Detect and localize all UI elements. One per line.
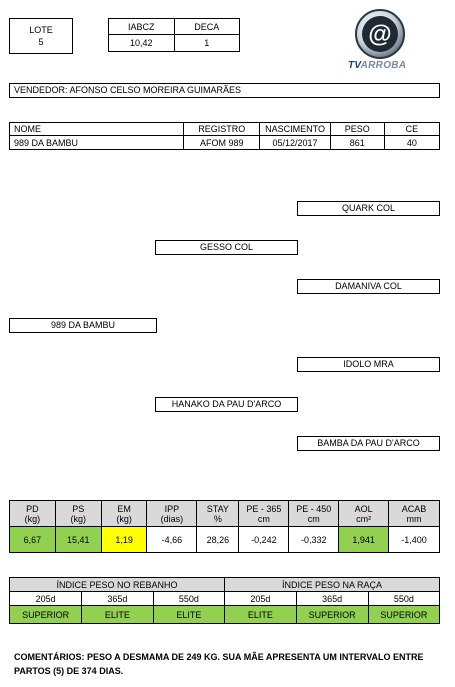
index-herd-title: ÍNDICE PESO NO REBANHO bbox=[8, 577, 226, 592]
index-value: SUPERIOR bbox=[367, 605, 441, 624]
tvarroba-logo: @ TVARROBA bbox=[340, 8, 418, 76]
iabcz-header: IABCZ bbox=[108, 18, 175, 35]
index-period: 365d bbox=[81, 591, 154, 606]
deps-table: PD (kg) PS (kg) EM (kg) IPP (dias) STAY% PE … bbox=[9, 500, 440, 553]
index-value: ELITE bbox=[224, 605, 297, 624]
dep-header: PE - 365 cm bbox=[238, 500, 290, 527]
animal-registro: AFOM 989 bbox=[183, 135, 261, 150]
index-value: ELITE bbox=[152, 605, 226, 624]
logo-tv: TV bbox=[348, 60, 361, 71]
index-value: SUPERIOR bbox=[295, 605, 369, 624]
dep-value-aol: 1,941 bbox=[338, 526, 390, 553]
index-period: 365d bbox=[295, 591, 369, 606]
header-peso: PESO bbox=[329, 122, 385, 136]
weight-index-table: ÍNDICE PESO NO REBANHO ÍNDICE PESO NA RA… bbox=[8, 577, 441, 624]
seller-field: VENDEDOR: AFONSO CELSO MOREIRA GUIMARÃES bbox=[9, 83, 440, 98]
lote-box: LOTE 5 bbox=[9, 18, 73, 54]
dep-header: IPP (dias) bbox=[146, 500, 198, 527]
comments-text: COMENTÁRIOS: PESO A DESMAMA DE 249 KG. S… bbox=[14, 652, 424, 676]
dep-value-stay: 28,26 bbox=[196, 526, 240, 553]
dep-header: PE - 450 cm bbox=[288, 500, 340, 527]
dep-value-ps: 15,41 bbox=[54, 526, 102, 553]
dep-value-acab: -1,400 bbox=[388, 526, 440, 553]
deca-value: 1 bbox=[173, 34, 241, 52]
animal-nascimento: 05/12/2017 bbox=[259, 135, 331, 150]
index-period: 550d bbox=[152, 591, 226, 606]
pedigree-paternal-grandsire: QUARK COL bbox=[297, 201, 440, 216]
dep-value-pe450: -0,332 bbox=[288, 526, 340, 553]
index-period: 550d bbox=[367, 591, 441, 606]
animal-nome: 989 DA BAMBU bbox=[8, 135, 185, 150]
dep-value-pe365: -0,242 bbox=[238, 526, 290, 553]
index-period: 205d bbox=[224, 591, 297, 606]
dep-header: PS (kg) bbox=[54, 500, 102, 527]
pedigree-dam: HANAKO DA PAU D'ARCO bbox=[155, 397, 298, 412]
lote-value: 5 bbox=[38, 37, 44, 47]
dep-value-em: 1,19 bbox=[100, 526, 148, 553]
at-symbol-icon: @ bbox=[355, 9, 405, 59]
dep-header: PD (kg) bbox=[9, 500, 56, 527]
animal-ce: 40 bbox=[383, 135, 441, 150]
pedigree-maternal-grandsire: IDOLO MRA bbox=[297, 357, 440, 372]
animal-peso: 861 bbox=[329, 135, 385, 150]
deca-header: DECA bbox=[173, 18, 241, 35]
index-value: SUPERIOR bbox=[8, 605, 83, 624]
svg-text:@: @ bbox=[368, 21, 391, 48]
header-ce: CE bbox=[383, 122, 441, 136]
pedigree-maternal-granddam: BAMBA DA PAU D'ARCO bbox=[297, 436, 440, 451]
animal-info-table: NOME REGISTRO NASCIMENTO PESO CE 989 DA … bbox=[8, 122, 441, 150]
header-nome: NOME bbox=[8, 122, 185, 136]
pedigree-animal: 989 DA BAMBU bbox=[9, 318, 157, 333]
iabcz-value: 10,42 bbox=[108, 34, 175, 52]
dep-header: STAY% bbox=[196, 500, 240, 527]
seller-text: VENDEDOR: AFONSO CELSO MOREIRA GUIMARÃES bbox=[14, 85, 242, 95]
top-indices-table: IABCZ DECA 10,42 1 bbox=[108, 18, 241, 52]
index-breed-title: ÍNDICE PESO NA RAÇA bbox=[224, 577, 440, 592]
dep-header: EM (kg) bbox=[100, 500, 148, 527]
index-value: ELITE bbox=[81, 605, 154, 624]
header-nascimento: NASCIMENTO bbox=[259, 122, 331, 136]
dep-value-pd: 6,67 bbox=[9, 526, 56, 553]
dep-header: AOL cm² bbox=[338, 500, 390, 527]
index-period: 205d bbox=[8, 591, 83, 606]
logo-arroba: ARROBA bbox=[360, 60, 407, 71]
pedigree-sire: GESSO COL bbox=[155, 240, 298, 255]
dep-header: ACAB mm bbox=[388, 500, 440, 527]
lote-label: LOTE bbox=[29, 25, 53, 35]
pedigree-paternal-granddam: DAMANIVA COL bbox=[297, 279, 440, 294]
dep-value-ipp: -4,66 bbox=[146, 526, 198, 553]
header-registro: REGISTRO bbox=[183, 122, 261, 136]
